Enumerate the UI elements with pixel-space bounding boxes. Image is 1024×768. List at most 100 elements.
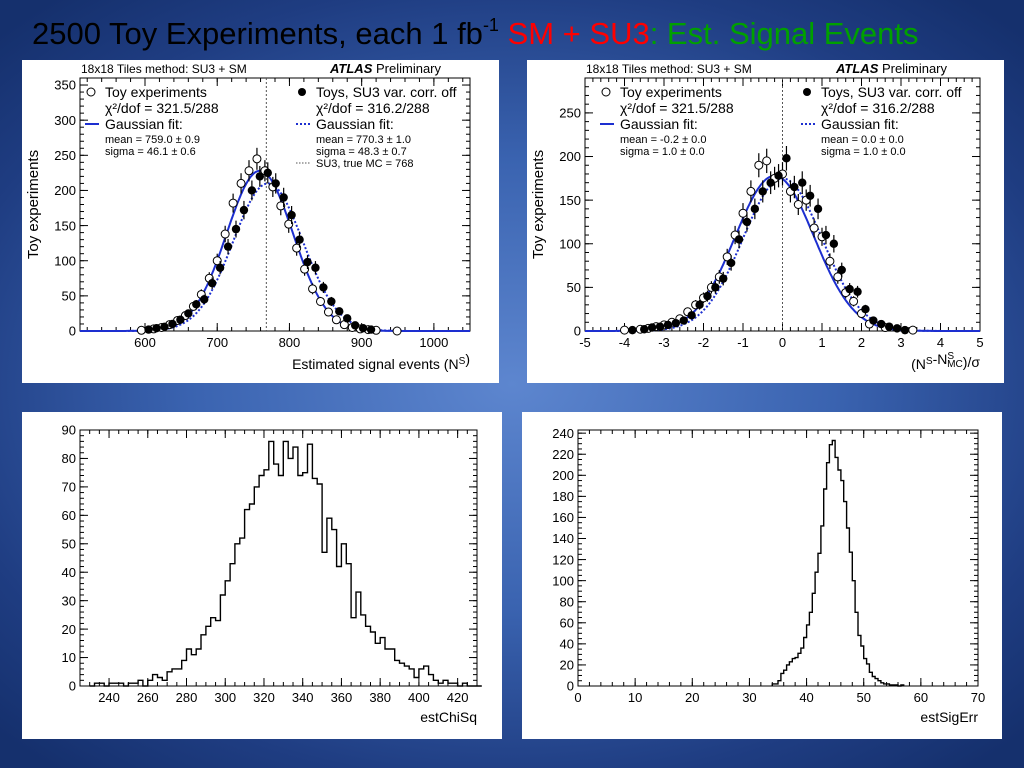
plot-frame [79, 429, 478, 687]
y-tick-label: 40 [62, 565, 76, 580]
y-tick-label: 300 [54, 113, 76, 128]
data-point-filled [861, 304, 870, 314]
data-point-filled [671, 318, 681, 328]
x-tick-label: 400 [408, 690, 430, 705]
data-point-filled [239, 205, 249, 215]
data-point-filled [207, 279, 217, 288]
data-point-filled [837, 265, 846, 275]
legend-label: χ²/dof = 316.2/288 [821, 100, 935, 116]
x-axis-label: (NS-NS MC)/σ [911, 351, 980, 372]
data-point-open [762, 156, 772, 166]
y-tick-label: 160 [552, 510, 574, 525]
x-tick-label: 30 [742, 690, 756, 705]
legend-marker-filled [298, 88, 306, 96]
data-point-filled [734, 235, 744, 244]
title-part-2: SM + SU3 [498, 16, 650, 51]
y-tick-label: 350 [54, 78, 76, 93]
data-point-filled [711, 283, 720, 292]
data-point-open [244, 166, 254, 176]
legend-label: Gaussian fit: [620, 116, 698, 132]
legend-label: Toy experiments [620, 84, 722, 100]
x-tick-label: 360 [331, 690, 353, 705]
data-point-filled [247, 186, 257, 195]
data-point-filled [805, 191, 815, 200]
data-point-filled [311, 263, 320, 272]
y-tick-label: 80 [62, 451, 76, 466]
data-point-open [323, 307, 333, 317]
legend-label: SU3, true MC = 768 [316, 158, 414, 170]
chart-estsigerr: 0 10 20 30 40 50 60 70 0 20 40 60 80 100 120 140 160 180 2… [552, 426, 985, 725]
x-axis-label: estChiSq [420, 709, 477, 725]
x-tick-label: 1 [818, 335, 825, 350]
x-tick-label: -2 [698, 335, 710, 350]
title-exponent: -1 [482, 14, 499, 35]
data-point-filled [271, 179, 280, 188]
x-tick-label: 1000 [419, 335, 448, 350]
chart-panel-pull: -5 -4 -3 -2 -1 0 1 2 3 4 5 0 50 100 150 200 250 18x18 Til… [527, 60, 1004, 383]
data-point-open [738, 208, 748, 218]
data-point-filled [152, 323, 161, 333]
x-tick-label: 70 [971, 690, 985, 705]
data-point-filled [853, 287, 862, 296]
legend-label: Gaussian fit: [316, 116, 394, 132]
header-method: 18x18 Tiles method: SU3 + SM [586, 62, 752, 76]
y-tick-label: 60 [62, 508, 76, 523]
data-point-filled [184, 309, 193, 318]
y-tick-label: 20 [560, 658, 574, 673]
data-point-filled [144, 325, 153, 334]
x-tick-label: 240 [98, 690, 120, 705]
y-tick-label: 120 [552, 552, 574, 567]
y-tick-label: 20 [62, 622, 76, 637]
data-point-filled [884, 322, 894, 331]
data-point-open [746, 186, 756, 196]
chart-estchisq: 240 260 280 300 320 340 360 380 400 420 0 10 20 30 40 5… [62, 423, 482, 725]
data-point-filled [640, 325, 649, 334]
x-tick-label: 20 [685, 690, 699, 705]
y-tick-label: 0 [69, 324, 76, 339]
gaussian-fit-dotted [80, 182, 470, 332]
data-point-filled [279, 193, 288, 202]
data-point-filled [900, 325, 910, 335]
y-tick-label: 250 [559, 106, 581, 121]
slide-title: 2500 Toy Experiments, each 1 fb-1 SM + S… [32, 14, 919, 54]
data-point-filled [223, 242, 233, 251]
legend-label: mean = -0.2 ± 0.0 [620, 134, 706, 146]
histogram-outline [89, 440, 482, 687]
data-point-open [228, 198, 238, 208]
y-tick-label: 220 [552, 447, 574, 462]
y-tick-label: 10 [62, 650, 76, 665]
data-point-filled [655, 322, 665, 331]
y-tick-label: 240 [552, 426, 574, 441]
data-point-filled [790, 182, 799, 192]
data-point-open [236, 178, 246, 188]
x-tick-label: 700 [206, 335, 228, 350]
data-point-filled [358, 323, 368, 333]
y-tick-label: 0 [574, 324, 581, 339]
legend-label: sigma = 1.0 ± 0.0 [821, 146, 906, 158]
legend-label: mean = 0.0 ± 0.0 [821, 134, 904, 146]
data-point-filled [160, 322, 169, 331]
x-tick-label: 0 [574, 690, 581, 705]
legend-label: mean = 770.3 ± 1.0 [316, 134, 411, 146]
legend-label: sigma = 48.3 ± 0.7 [316, 146, 407, 158]
x-tick-label: 5 [976, 335, 983, 350]
x-tick-label: 60 [914, 690, 928, 705]
data-point-filled [663, 320, 673, 330]
data-point-open [331, 315, 341, 325]
data-point-filled [215, 263, 225, 272]
y-tick-label: 50 [62, 536, 76, 551]
data-point-open [136, 325, 146, 335]
data-point-open [220, 229, 230, 239]
data-point-filled [821, 230, 831, 240]
data-point-filled [200, 295, 209, 304]
data-point-filled [750, 204, 760, 214]
histogram-outline [771, 439, 905, 687]
data-point-open [308, 284, 318, 294]
data-point-filled [758, 187, 767, 196]
x-tick-label: 260 [137, 690, 159, 705]
data-point-open [292, 243, 302, 253]
data-point-open [392, 326, 402, 336]
y-tick-label: 50 [567, 280, 581, 295]
data-point-filled [695, 300, 704, 310]
x-tick-label: 340 [292, 690, 314, 705]
